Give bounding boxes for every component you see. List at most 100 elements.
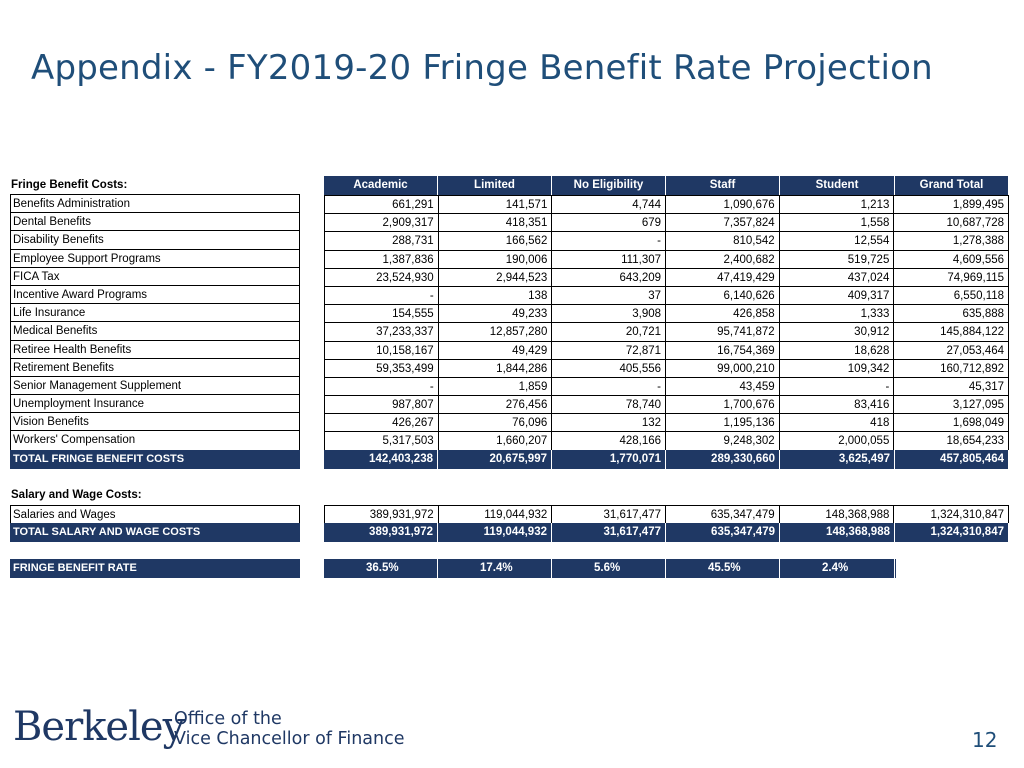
- value-cell: 1,213: [780, 196, 895, 214]
- value-cell: 49,233: [439, 305, 553, 323]
- total-cell: 389,931,972: [324, 523, 438, 542]
- value-cell: 95,741,872: [666, 323, 780, 341]
- total-cell: 20,675,997: [438, 450, 552, 469]
- value-cell: 2,944,523: [439, 268, 553, 286]
- value-cell: 1,278,388: [952, 235, 1005, 248]
- value-cell: 83,416: [780, 396, 895, 414]
- table-row: 10,158,167 49,429 72,871 16,754,369 18,628 27…: [325, 341, 1008, 360]
- value-cell: 20,721: [552, 323, 667, 341]
- value-cell: 519,725: [780, 250, 895, 268]
- column-header: Limited: [438, 176, 552, 195]
- row-label: Retirement Benefits: [11, 359, 299, 377]
- total-cell: 3,625,497: [780, 450, 895, 469]
- value-cell: 27,053,464: [946, 344, 1005, 357]
- page-title: Appendix - FY2019-20 Fringe Benefit Rate…: [31, 48, 933, 88]
- fringe-section-heading: Fringe Benefit Costs:: [11, 179, 128, 191]
- value-cell: 6,140,626: [666, 286, 780, 305]
- total-cell: 5.6%: [552, 559, 666, 578]
- value-cell: 10,158,167: [325, 341, 439, 359]
- total-cell: 45.5%: [666, 559, 780, 578]
- salary-total-row: 389,931,972 119,044,932 31,617,477 635,347,…: [324, 523, 1009, 542]
- column-header: Grand Total: [895, 176, 1009, 195]
- value-cell: 72,871: [552, 341, 667, 359]
- table-row: 426,267 76,096 132 1,195,136 418 1,698,049: [325, 414, 1008, 433]
- value-cell: 635,888: [962, 308, 1005, 321]
- row-label: Vision Benefits: [11, 413, 299, 432]
- value-cell: 5,317,503: [325, 432, 439, 451]
- value-cell: 987,807: [325, 396, 439, 414]
- value-cell: 47,419,429: [666, 268, 780, 286]
- value-cell: 1,859: [439, 377, 553, 396]
- column-header: Staff: [666, 176, 780, 195]
- table-row: 389,931,972 119,044,932 31,617,477 635,347,…: [325, 506, 1008, 525]
- table-row: -1,859-43,459-45,317: [325, 377, 1008, 397]
- value-cell: 12,554: [780, 232, 895, 250]
- table-row: 5,317,503 1,660,207 428,166 9,248,302 2,000,…: [325, 432, 1008, 451]
- value-cell: 426,267: [325, 414, 439, 432]
- value-cell: 409,317: [780, 286, 895, 305]
- column-header: Academic: [324, 176, 438, 195]
- value-cell: 76,096: [439, 414, 553, 432]
- value-cell: 1,090,676: [666, 196, 780, 214]
- value-cell: 37: [552, 286, 667, 305]
- column-header: No Eligibility: [552, 176, 666, 195]
- value-cell: 154,555: [325, 305, 439, 323]
- row-label: Incentive Award Programs: [11, 286, 299, 305]
- table-row: 59,353,499 1,844,286 405,556 99,000,210 109,…: [325, 359, 1008, 378]
- value-cell: 141,571: [439, 196, 553, 214]
- page-number: 12: [972, 728, 998, 752]
- table-row: 661,291 141,571 4,744 1,090,676 1,213 1,899,4…: [325, 196, 1008, 215]
- table-row: 154,555 49,233 3,908 426,858 1,333 635,888: [325, 305, 1008, 324]
- value-cell: 49,429: [439, 341, 553, 359]
- row-label: Unemployment Insurance: [11, 395, 299, 414]
- value-cell: 418,351: [439, 214, 553, 232]
- total-cell: 31,617,477: [552, 523, 666, 542]
- value-cell: 166,562: [439, 232, 553, 250]
- value-cell: 74,969,115: [947, 271, 1005, 284]
- row-label: Retiree Health Benefits: [11, 341, 299, 359]
- value-cell: 3,908: [552, 305, 667, 323]
- value-cell: 160,712,892: [940, 362, 1005, 375]
- column-header: Student: [780, 176, 895, 195]
- value-cell: 679: [552, 214, 667, 232]
- total-cell: 289,330,660: [666, 450, 780, 469]
- table-row: 37,233,337 12,857,280 20,721 95,741,872 30,9…: [325, 323, 1008, 342]
- total-cell: 1,324,310,847: [895, 523, 1009, 542]
- total-cell: 36.5%: [324, 559, 438, 578]
- value-cell: 31,617,477: [552, 506, 667, 525]
- value-cell: 9,248,302: [666, 432, 780, 451]
- row-label: Disability Benefits: [11, 231, 299, 250]
- value-cell: 4,609,556: [952, 253, 1005, 266]
- fringe-total-label: TOTAL FRINGE BENEFIT COSTS: [10, 450, 300, 469]
- value-cell: 1,700,676: [666, 396, 780, 414]
- value-cell: 132: [552, 414, 667, 432]
- row-label: Senior Management Supplement: [11, 377, 299, 396]
- total-cell: 148,368,988: [780, 523, 895, 542]
- value-cell: 1,698,049: [952, 417, 1005, 430]
- value-cell: 288,731: [325, 232, 439, 250]
- total-cell: 635,347,479: [666, 523, 780, 542]
- fringe-value-grid: 661,291 141,571 4,744 1,090,676 1,213 1,899,4…: [324, 195, 1009, 452]
- value-cell: 148,368,988: [780, 506, 895, 525]
- total-cell: 2.4%: [780, 559, 895, 578]
- row-label: Medical Benefits: [11, 322, 299, 341]
- table-row: 288,731 166,562-810,542 12,554 1,278,388: [325, 232, 1008, 251]
- value-cell: 1,195,136: [666, 414, 780, 432]
- table-row: 23,524,930 2,944,523 643,209 47,419,429 437,…: [325, 268, 1008, 287]
- value-cell: 810,542: [666, 232, 780, 250]
- table-row: 987,807 276,456 78,740 1,700,676 83,416 3,127…: [325, 396, 1008, 415]
- value-cell: 99,000,210: [666, 359, 780, 377]
- value-cell: 2,909,317: [325, 214, 439, 232]
- value-cell: 7,357,824: [666, 214, 780, 232]
- value-cell: -: [325, 377, 439, 396]
- value-cell: 428,166: [552, 432, 667, 451]
- value-cell: 6,550,118: [953, 289, 1005, 302]
- value-cell: 59,353,499: [325, 359, 439, 377]
- value-cell: -: [552, 232, 667, 250]
- total-cell: 457,805,464: [895, 450, 1009, 469]
- value-cell: 78,740: [552, 396, 667, 414]
- fringe-rate-row: 36.5% 17.4% 5.6% 45.5% 2.4%: [324, 559, 896, 578]
- column-header-row: Academic Limited No Eligibility Staff Studen…: [324, 176, 1009, 195]
- table-row: -138 37 6,140,626 409,317 6,550,118: [325, 286, 1008, 306]
- office-line-1: Office of the: [174, 709, 282, 729]
